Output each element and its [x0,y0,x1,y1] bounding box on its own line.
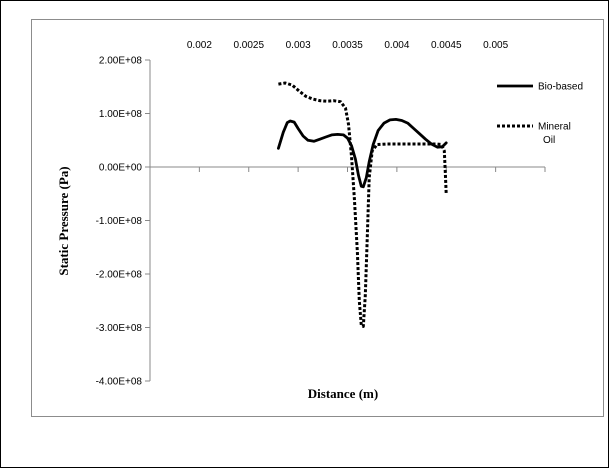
y-tick-label: 0.00E+00 [99,163,143,174]
y-tick-label: -4.00E+08 [96,377,143,388]
y-tick-label: 1.00E+08 [99,109,143,120]
legend-label: Oil [543,135,555,146]
y-tick-label: -3.00E+08 [96,323,143,334]
x-tick-label: 0.005 [483,40,508,51]
axes: 2.00E+08 1.00E+08 0.00E+00 -1.00E+08 -2.00E+… [96,40,546,388]
y-tick-label: -1.00E+08 [96,216,143,227]
x-tick-label: 0.004 [384,40,409,51]
x-tick-label: 0.0025 [233,40,264,51]
y-tick-label: -2.00E+08 [96,270,143,281]
x-tick-label: 0.0045 [431,40,462,51]
x-tick-label: 0.002 [187,40,212,51]
y-tick-label: 2.00E+08 [99,56,143,67]
series-layer [277,81,448,328]
legend: Bio-based Mineral Oil [497,82,583,146]
x-tick-label: 0.003 [286,40,311,51]
series-line-mineral-oil [278,81,448,328]
legend-label: Mineral [538,122,571,133]
chart-area [31,19,604,417]
x-axis-title: Distance (m) [308,386,378,401]
y-axis-title: Static Pressure (Pa) [56,166,71,275]
x-tick-label: 0.0035 [332,40,363,51]
series-line-bio-based [277,118,448,189]
legend-label: Bio-based [538,82,583,93]
